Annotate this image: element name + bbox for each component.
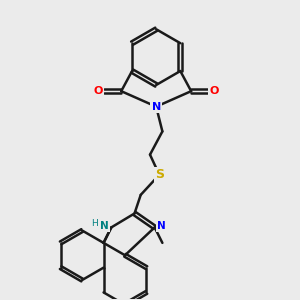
Text: N: N [100, 221, 109, 231]
Text: O: O [209, 86, 218, 96]
Text: N: N [157, 221, 166, 231]
Text: S: S [155, 168, 164, 181]
Text: N: N [152, 102, 161, 112]
Text: H: H [91, 219, 98, 228]
Text: O: O [94, 86, 103, 96]
